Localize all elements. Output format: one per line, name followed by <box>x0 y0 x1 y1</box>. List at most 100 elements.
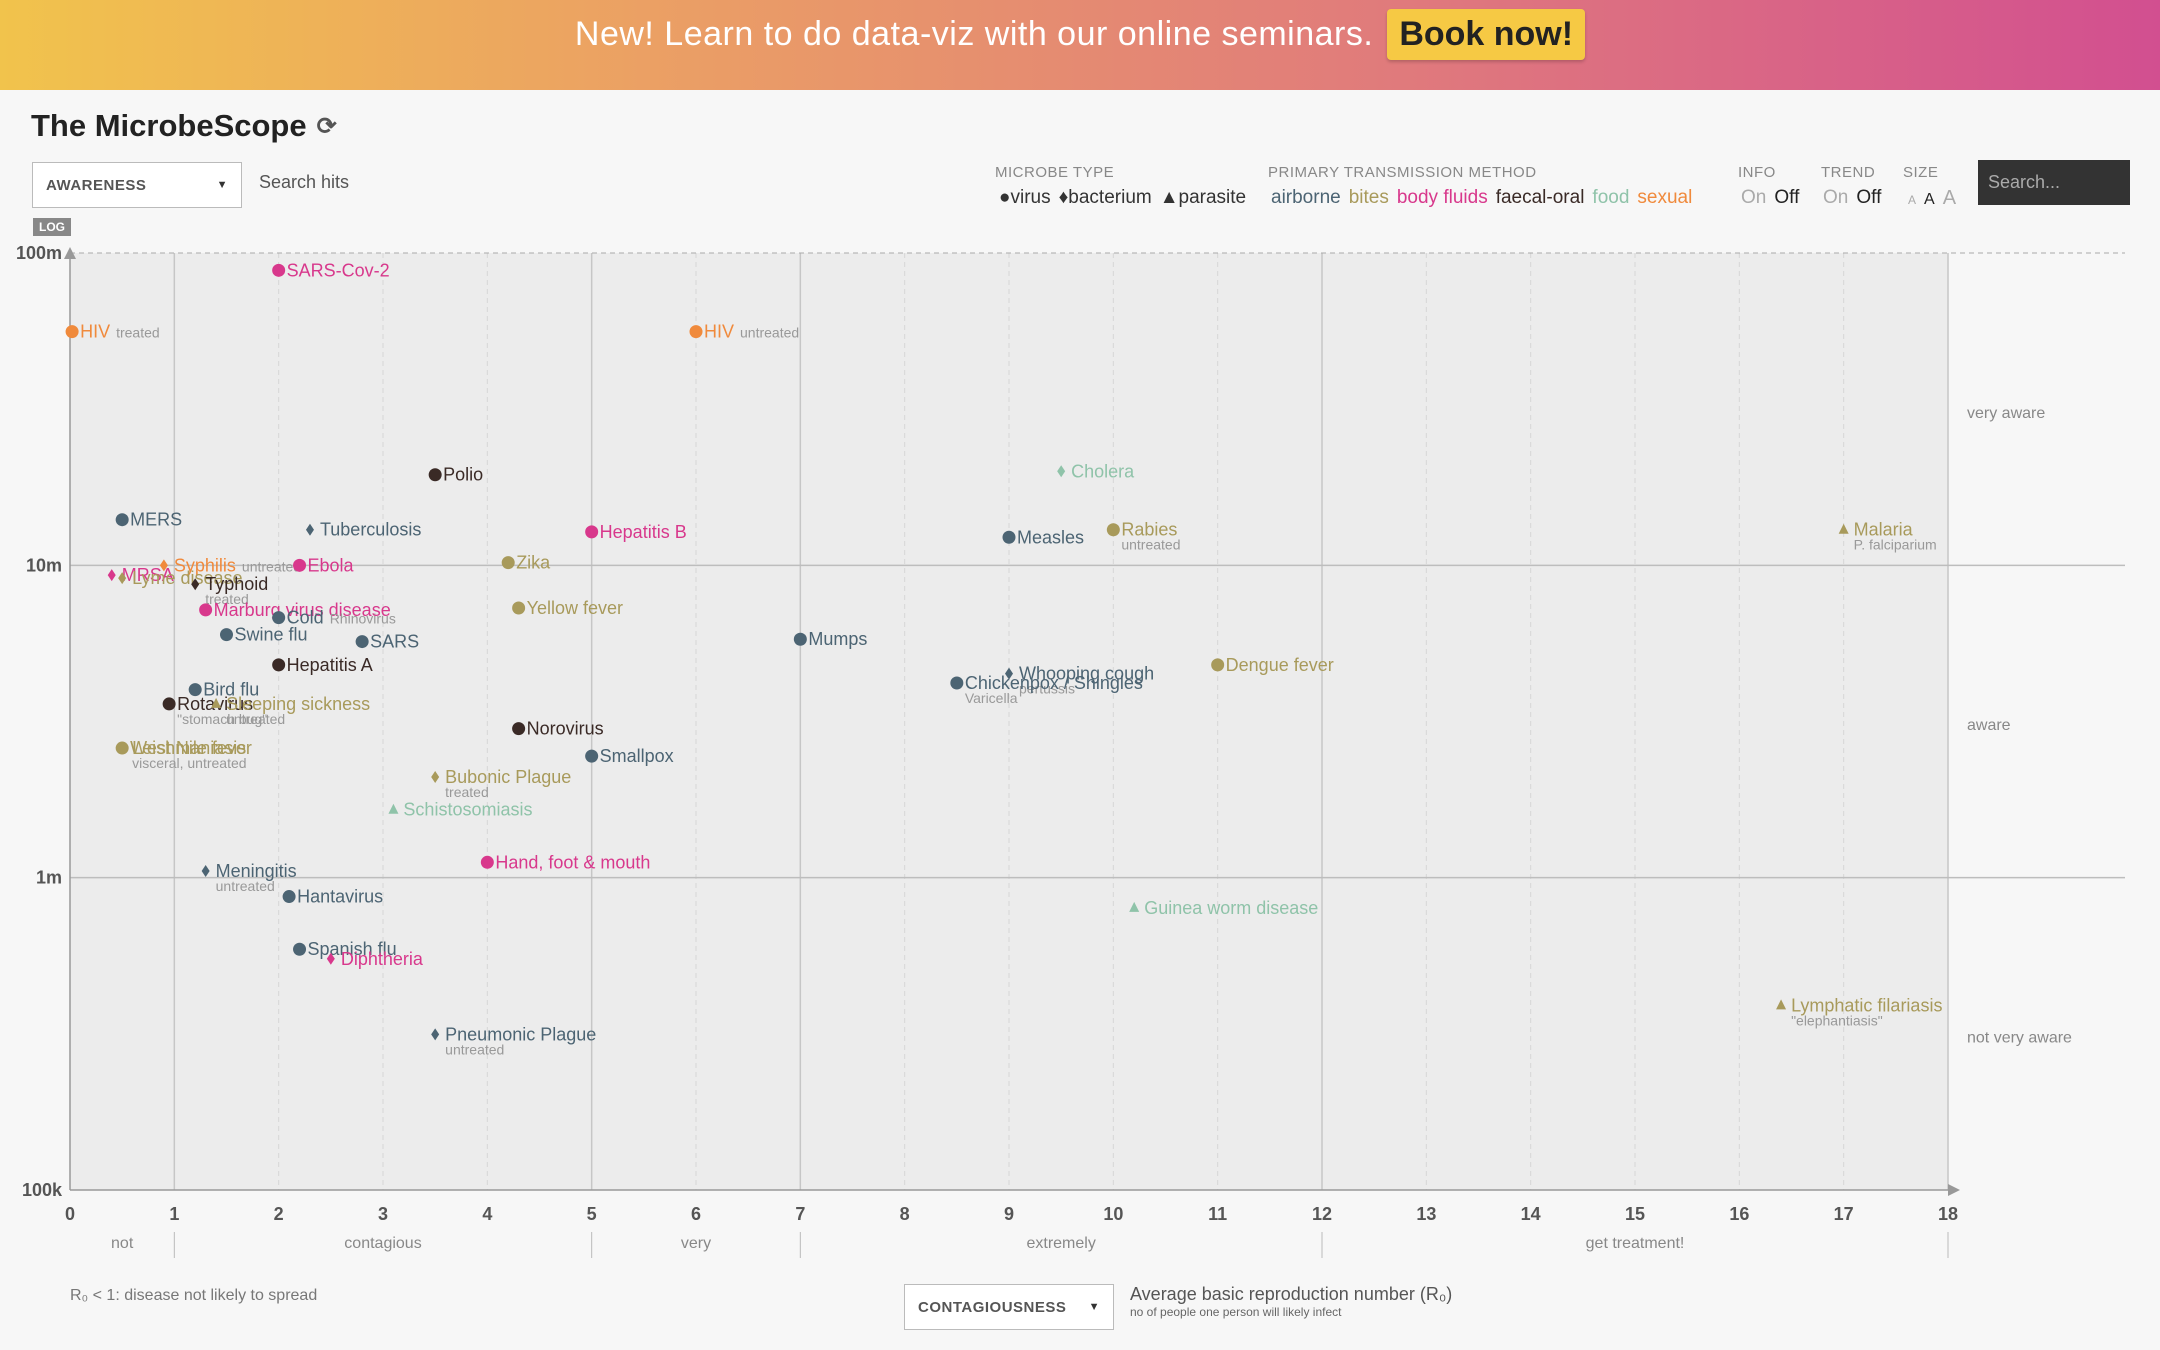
point-label: West Nile fever <box>130 738 252 758</box>
point-label: Schistosomiasis <box>403 800 532 820</box>
info-toggle: On Off <box>1741 187 1799 209</box>
point-label: Dengue fever <box>1226 655 1334 675</box>
x-band-label: contagious <box>344 1235 421 1252</box>
y-axis-metric-label: Search hits <box>259 172 350 192</box>
data-point <box>1057 465 1066 478</box>
point-note: untreated <box>242 558 301 574</box>
data-point <box>201 865 210 878</box>
legend-bacterium[interactable]: ♦bacterium <box>1058 187 1152 208</box>
log-scale-toggle[interactable]: LOG <box>33 218 71 236</box>
data-point <box>191 578 200 591</box>
y-tick-label: 100m <box>16 243 62 263</box>
data-point <box>428 468 442 482</box>
point-note: untreated <box>740 325 799 341</box>
contagiousness-select-label: CONTAGIOUSNESS <box>918 1298 1067 1316</box>
r0-note: R₀ < 1: disease not likely to spread <box>70 1287 318 1304</box>
point-note: treated <box>116 325 160 341</box>
search-input[interactable] <box>1978 160 2130 205</box>
point-label: MRSA <box>122 565 174 585</box>
x-axis-arrow <box>1948 1184 1960 1196</box>
promo-banner: New! Learn to do data-viz with our onlin… <box>0 0 2160 90</box>
refresh-icon[interactable]: ⟳ <box>316 112 337 140</box>
data-point <box>107 569 116 582</box>
point-note: "elephantiasis" <box>1791 1012 1883 1028</box>
point-note: P. falciparium <box>1854 537 1937 553</box>
legend-parasite[interactable]: ▲parasite <box>1159 187 1247 208</box>
point-note: untreated <box>445 1041 504 1057</box>
data-point <box>293 558 307 572</box>
point-label: Lyme disease <box>132 568 242 588</box>
data-point <box>1838 523 1849 534</box>
data-point <box>272 611 286 625</box>
data-point <box>305 523 314 536</box>
legend-virus[interactable]: ●virus <box>999 187 1051 208</box>
point-note: untreated <box>216 878 275 894</box>
info-on[interactable]: On <box>1741 187 1767 208</box>
data-point <box>117 742 128 753</box>
legend-faecal-oral[interactable]: faecal-oral <box>1495 187 1585 208</box>
x-tick-label: 17 <box>1834 1204 1854 1224</box>
contagiousness-select[interactable]: CONTAGIOUSNESS ▼ <box>904 1284 1114 1330</box>
data-point <box>1005 667 1013 680</box>
legend-body-fluids[interactable]: body fluids <box>1396 187 1488 208</box>
point-label: Cholera <box>1071 461 1135 481</box>
legend-sexual[interactable]: sexual <box>1637 187 1693 208</box>
point-label: Swine flu <box>235 625 308 645</box>
data-point <box>1106 523 1120 537</box>
point-label: Leishmaniasis <box>132 738 246 758</box>
x-band-label: not <box>111 1235 134 1252</box>
data-point <box>118 572 127 585</box>
x-tick-label: 9 <box>1004 1204 1014 1224</box>
size-heading: SIZE <box>1903 164 1939 181</box>
point-label: HIV <box>80 322 110 342</box>
legend-airborne[interactable]: airborne <box>1271 187 1341 208</box>
data-point <box>950 676 964 690</box>
book-now-button[interactable]: Book now! <box>1387 8 1586 60</box>
y-band-label: not very aware <box>1967 1030 2072 1047</box>
x-tick-label: 6 <box>691 1204 701 1224</box>
chevron-down-icon: ▼ <box>1088 1301 1100 1313</box>
data-point <box>188 683 202 697</box>
data-point <box>512 722 526 736</box>
legend-food[interactable]: food <box>1592 187 1630 208</box>
point-label: Hand, foot & mouth <box>495 852 650 872</box>
trend-toggle: On Off <box>1823 187 1881 209</box>
data-point <box>793 632 807 646</box>
trend-off[interactable]: Off <box>1856 187 1882 208</box>
point-label: Bird flu <box>203 680 259 700</box>
x-tick-label: 10 <box>1103 1204 1123 1224</box>
point-label: HIV <box>704 322 734 342</box>
info-off[interactable]: Off <box>1774 187 1800 208</box>
point-note: treated <box>205 591 249 607</box>
size-large[interactable]: A <box>1942 187 1957 209</box>
x-tick-label: 8 <box>900 1204 910 1224</box>
size-medium[interactable]: A <box>1924 191 1935 208</box>
x-tick-label: 3 <box>378 1204 388 1224</box>
trend-on[interactable]: On <box>1823 187 1849 208</box>
data-point <box>211 697 222 708</box>
x-band-label: extremely <box>1026 1235 1095 1252</box>
data-point <box>1211 658 1225 672</box>
point-note: visceral, untreated <box>132 755 246 771</box>
x-tick-label: 1 <box>169 1204 179 1224</box>
x-tick-label: 11 <box>1208 1204 1227 1224</box>
x-tick-label: 18 <box>1938 1204 1958 1224</box>
transmission-legend: airborne bites body fluids faecal-oral f… <box>1271 187 1692 209</box>
point-label: Chickenpox / Shingles <box>965 673 1143 693</box>
data-point <box>1776 999 1787 1010</box>
point-label: Whooping cough <box>1019 664 1154 684</box>
point-note: untreated <box>1121 537 1180 553</box>
size-small[interactable]: A <box>1908 193 1917 207</box>
point-note: "stomach bug" <box>177 711 267 727</box>
point-label: Spanish flu <box>308 939 397 959</box>
point-label: Syphilis <box>174 555 236 575</box>
point-label: Polio <box>443 465 483 485</box>
y-tick-label: 1m <box>36 868 62 888</box>
point-label: Malaria <box>1854 520 1914 540</box>
awareness-select[interactable]: AWARENESS ▼ <box>32 162 242 208</box>
point-label: Diphtheria <box>341 949 424 969</box>
legend-bites[interactable]: bites <box>1348 187 1389 208</box>
size-options: A A A <box>1908 187 1956 210</box>
page-title: The MicrobeScope ⟳ <box>31 108 337 144</box>
point-label: MERS <box>130 510 182 530</box>
